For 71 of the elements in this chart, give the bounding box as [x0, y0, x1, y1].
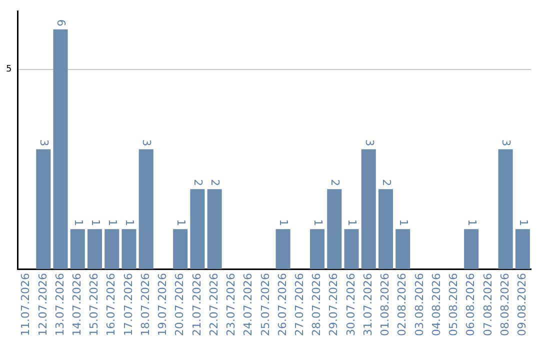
data-label: 3: [140, 139, 154, 146]
data-label: 1: [88, 219, 102, 226]
x-tick-label: 14.07.2026: [70, 273, 84, 336]
data-label: 1: [465, 219, 478, 226]
x-tick-label: 25.07.2026: [258, 273, 272, 336]
bar: [53, 29, 68, 270]
data-label: 1: [106, 219, 120, 226]
x-tick-label: 11.07.2026: [19, 273, 32, 336]
data-label: 3: [500, 139, 513, 146]
x-tick-label: 16.07.2026: [104, 273, 118, 336]
x-tick-label: 30.07.2026: [344, 273, 358, 336]
bar: [378, 189, 394, 270]
data-label: 2: [208, 179, 222, 186]
x-tick-label: 26.07.2026: [276, 273, 289, 336]
bar: [104, 229, 120, 270]
x-tick-label: 07.08.2026: [481, 273, 494, 336]
x-tick-label: 19.07.2026: [156, 273, 170, 336]
bar: [310, 229, 325, 270]
x-tick-label: 12.07.2026: [36, 273, 50, 336]
bar: [464, 229, 479, 270]
x-tick-label: 02.08.2026: [396, 273, 409, 336]
x-tick-label: 31.07.2026: [361, 273, 374, 336]
x-tick-label: 20.07.2026: [173, 273, 186, 336]
x-tick-label: 29.07.2026: [327, 273, 340, 336]
x-tick-label: 01.08.2026: [378, 273, 392, 336]
bar: [173, 229, 188, 270]
x-tick-label: 22.07.2026: [207, 273, 220, 336]
x-tick-label: 18.07.2026: [138, 273, 152, 336]
data-label: 1: [123, 219, 136, 226]
bar: [361, 149, 376, 270]
x-tick-label: 03.08.2026: [412, 273, 426, 336]
data-label: 1: [72, 219, 85, 226]
bar: [70, 229, 85, 270]
x-tick-label: 23.07.2026: [224, 273, 238, 336]
data-label: 1: [174, 219, 188, 226]
data-label: 6: [54, 19, 68, 26]
x-tick-label: 06.08.2026: [464, 273, 478, 336]
x-tick-label: 05.08.2026: [447, 273, 460, 336]
x-tick-label: 08.08.2026: [498, 273, 512, 336]
bar: [207, 189, 222, 270]
data-label: 3: [38, 139, 51, 146]
x-tick-label: 13.07.2026: [53, 273, 66, 336]
data-label: 1: [516, 219, 530, 226]
bar: [276, 229, 290, 270]
x-tick-label: 27.07.2026: [293, 273, 306, 336]
bar: [87, 229, 102, 270]
x-tick-label: 17.07.2026: [122, 273, 135, 336]
data-label: 1: [396, 219, 410, 226]
bar: [498, 149, 513, 270]
bar: [515, 229, 530, 270]
bar: [190, 189, 205, 270]
x-tick-label: 09.08.2026: [516, 273, 529, 336]
y-tick-label: 5: [6, 64, 12, 75]
bar: [327, 189, 342, 270]
data-label: 1: [311, 219, 324, 226]
bar: [138, 149, 154, 270]
x-tick-label: 04.08.2026: [430, 273, 443, 336]
data-label: 1: [277, 219, 290, 226]
bar: [122, 229, 136, 270]
data-label: 2: [328, 179, 342, 186]
bar: [344, 229, 359, 270]
data-label: 1: [346, 219, 359, 226]
x-tick-label: 21.07.2026: [190, 273, 204, 336]
x-tick-label: 28.07.2026: [310, 273, 324, 336]
data-label: 3: [362, 139, 376, 146]
bar: [36, 149, 51, 270]
data-label: 2: [192, 179, 205, 186]
x-tick-label: 15.07.2026: [88, 273, 101, 336]
bar: [396, 229, 410, 270]
x-tick-label: 24.07.2026: [242, 273, 255, 336]
data-label: 2: [380, 179, 393, 186]
